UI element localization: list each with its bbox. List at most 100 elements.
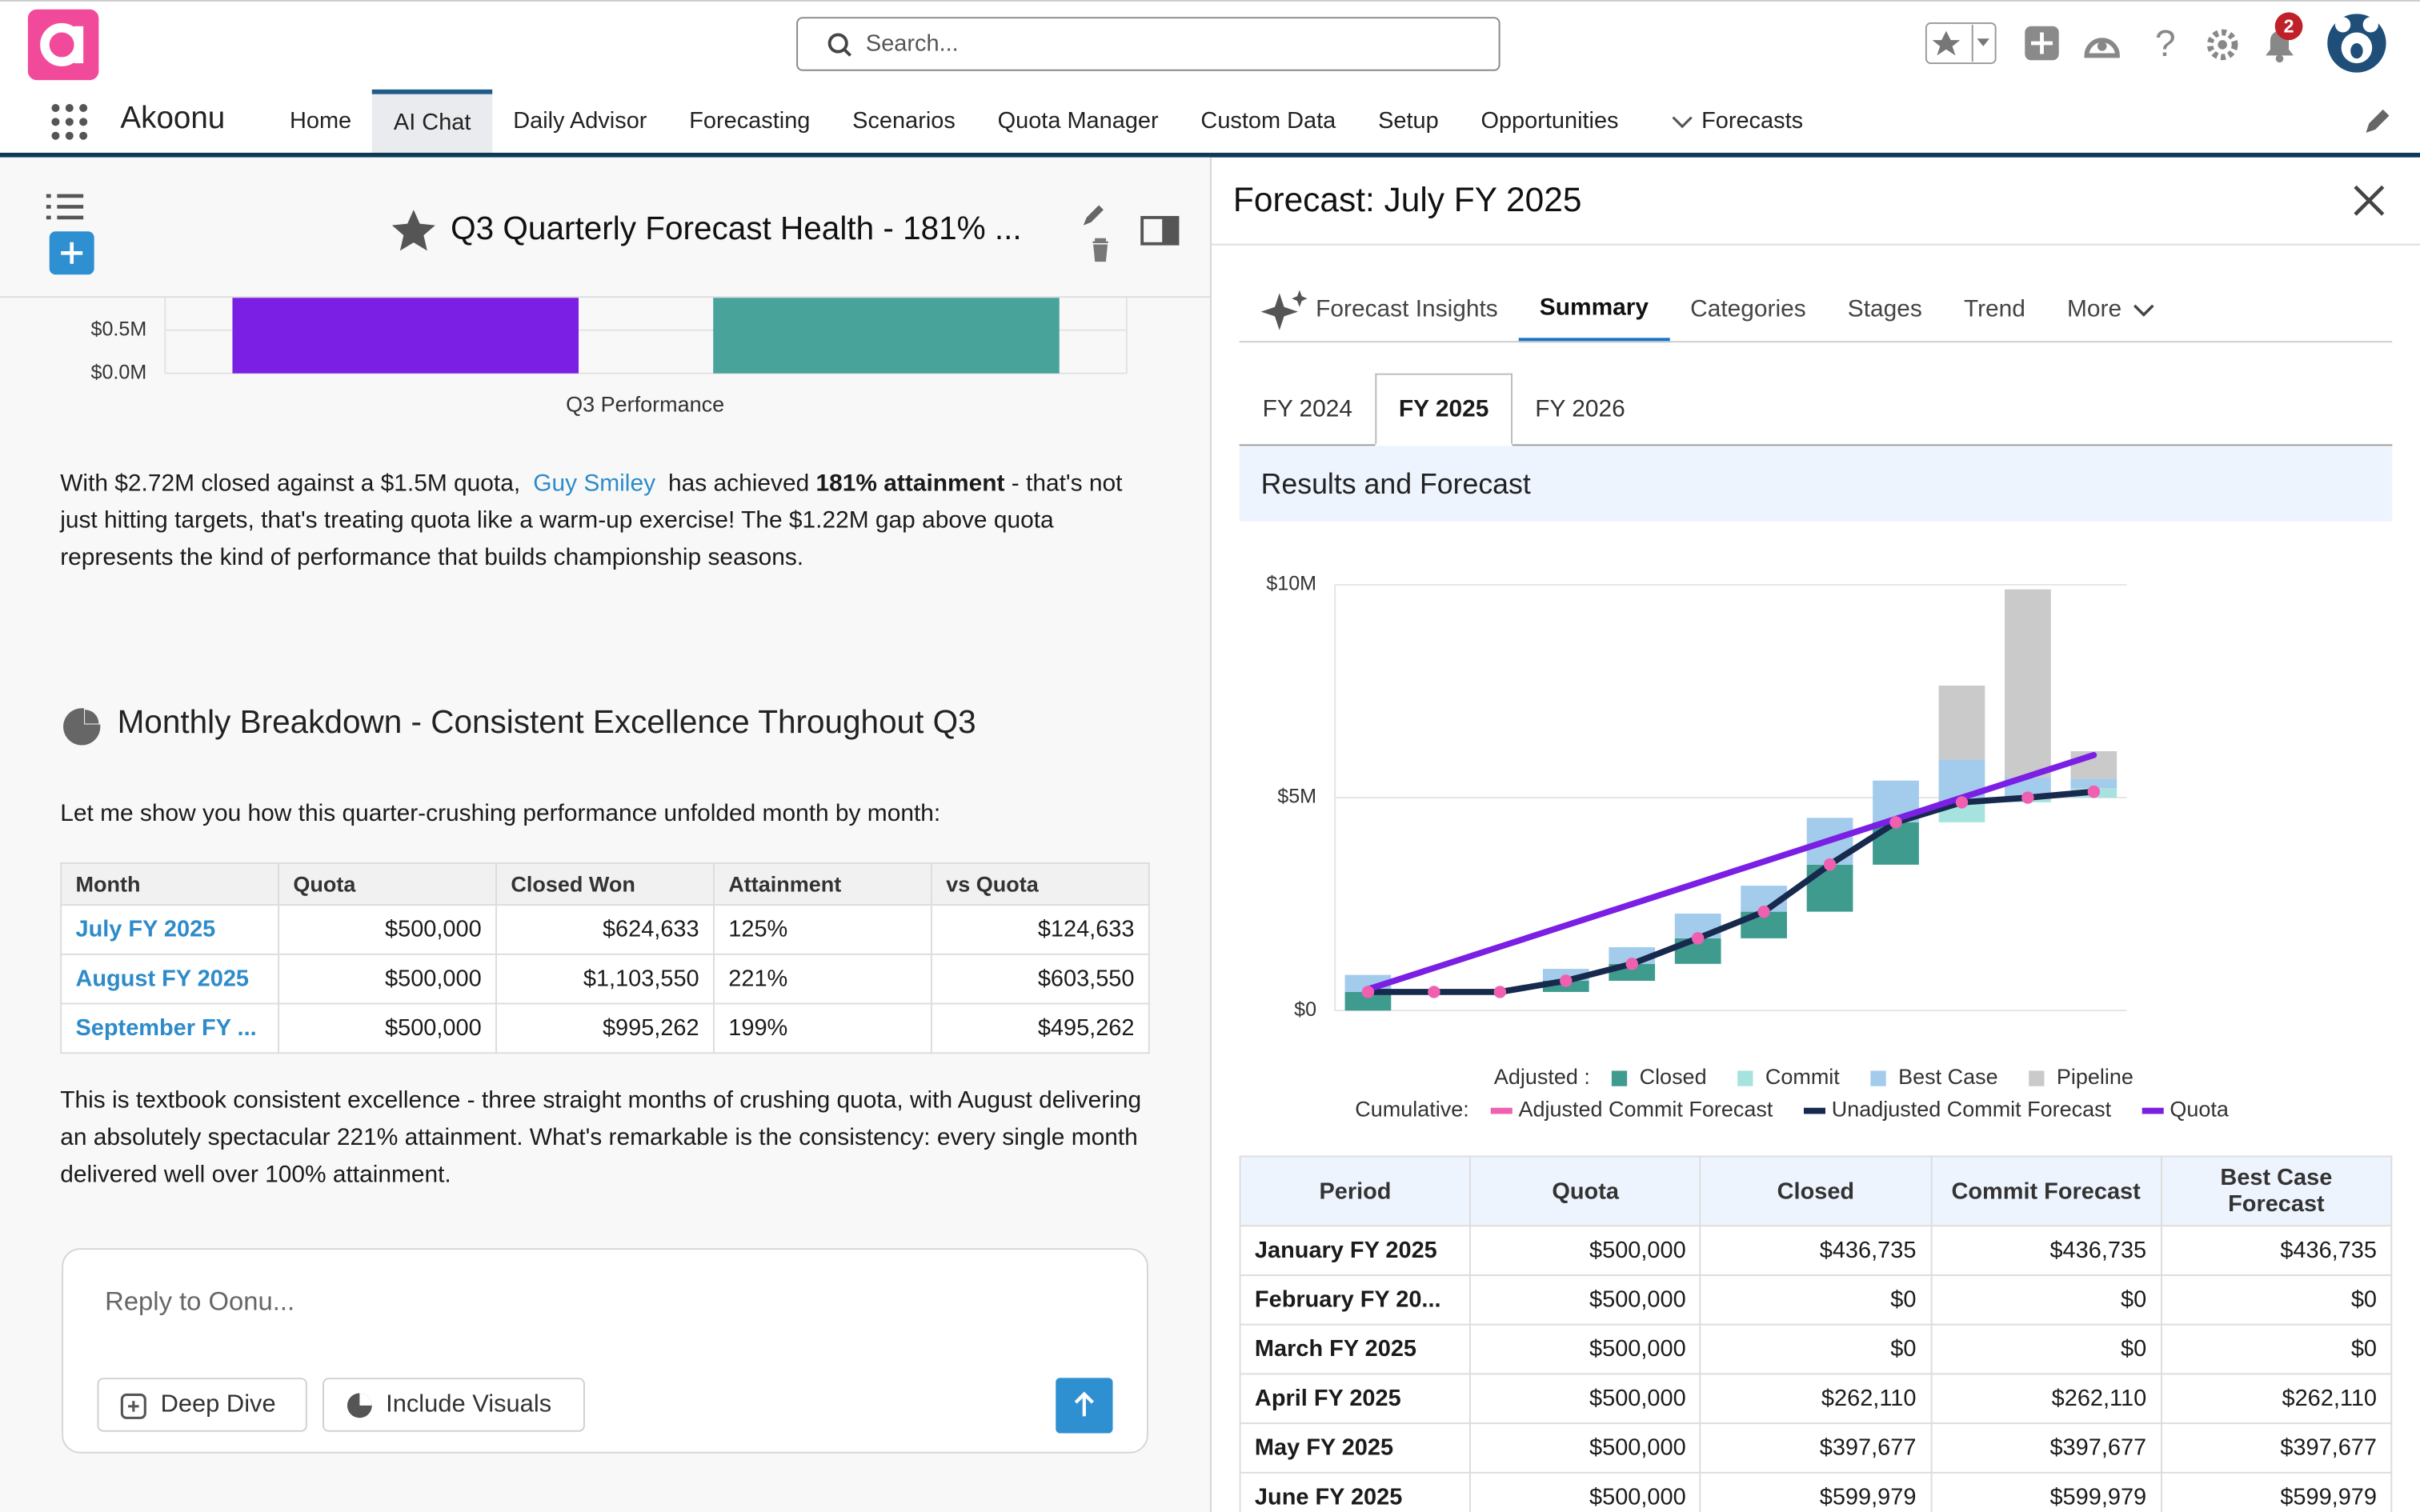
nav-tab[interactable]: Home: [289, 107, 352, 134]
bar-segment: [1344, 991, 1392, 1011]
bar-segment: [2005, 589, 2051, 778]
user-link[interactable]: Guy Smiley: [533, 470, 656, 497]
chat-menu[interactable]: [43, 191, 98, 278]
close-button[interactable]: [2350, 182, 2387, 219]
cell: $1,103,550: [495, 953, 715, 1005]
column-header: vs Quota: [930, 862, 1150, 906]
table-row: June FY 2025 $500,000 $599,979 $599,979 $599…: [1239, 1471, 2393, 1512]
nav-tab[interactable]: Forecasting: [689, 107, 811, 134]
nav-tab[interactable]: Opportunities: [1480, 107, 1619, 134]
legend-entry: Commit: [1765, 1065, 1840, 1089]
cell: $262,110: [1929, 1373, 2162, 1425]
y-tick-label: $0.0M: [91, 361, 147, 383]
point: [1823, 858, 1837, 871]
forecast-tab[interactable]: Forecast Insights: [1240, 278, 1519, 342]
nav-tab[interactable]: AI Chat: [372, 89, 492, 154]
cell: $500,000: [1469, 1225, 1702, 1276]
text: With $2.72M closed against a $1.5M quota…: [60, 470, 527, 497]
nav-border: [0, 152, 2420, 158]
tab-label: Categories: [1690, 296, 1806, 323]
table-row: February FY 20... $500,000 $0 $0 $0: [1239, 1274, 2393, 1326]
row-label: January FY 2025: [1239, 1225, 1472, 1276]
reply-placeholder[interactable]: Reply to Oonu...: [105, 1286, 295, 1317]
forecast-tab[interactable]: Summary: [1518, 278, 1670, 343]
forecast-chart: $0 $5M $10M Adjusted : Closed Commit Best Case…: [1266, 573, 2229, 1122]
table-row: July FY 2025 $500,000 $624,633 125% $124,633: [60, 904, 1150, 955]
cell: $436,735: [2160, 1225, 2393, 1276]
legend-entry: Pipeline: [2057, 1065, 2134, 1089]
include-visuals-button[interactable]: Include Visuals: [323, 1378, 585, 1432]
header-row: Month Quota Closed Won Attainment vs Quota: [60, 862, 1150, 906]
visuals-icon: [347, 1392, 372, 1418]
nav-tab[interactable]: Forecasts: [1701, 107, 1804, 134]
y-tick-label: $5M: [1277, 786, 1316, 808]
nav-tab[interactable]: Quota Manager: [997, 107, 1159, 134]
column-header: Commit Forecast: [1929, 1155, 2162, 1227]
tab-label: Trend: [1963, 296, 2025, 323]
forecast-tabs: Forecast Insights Summary Categories Stages…: [1240, 278, 2180, 343]
cell: $397,677: [1700, 1422, 1932, 1474]
chat-title: Q3 Quarterly Forecast Health - 181% ...: [451, 211, 1022, 247]
app-launcher[interactable]: [50, 102, 90, 142]
legend-label: Cumulative:: [1355, 1098, 1468, 1122]
row-label[interactable]: September FY ...: [60, 1002, 280, 1054]
row-label: March FY 2025: [1239, 1323, 1472, 1375]
bar-segment: [1806, 864, 1853, 912]
edit-nav[interactable]: [2362, 108, 2393, 139]
cell: $500,000: [278, 904, 497, 955]
chat-header-border: [0, 296, 1210, 298]
chat-actions[interactable]: [1077, 201, 1185, 266]
y-tick-label: $0.5M: [91, 318, 147, 340]
forecast-tab[interactable]: More: [2046, 278, 2179, 342]
nav-tab[interactable]: Custom Data: [1200, 107, 1336, 134]
table-row: January FY 2025 $500,000 $436,735 $436,735 $…: [1239, 1225, 2393, 1276]
cell: $262,110: [1700, 1373, 1932, 1425]
button-label: Deep Dive: [160, 1390, 276, 1418]
point: [1560, 974, 1573, 987]
text: has achieved: [661, 470, 816, 497]
cell: $0: [1700, 1274, 1932, 1326]
search-box[interactable]: Search...: [796, 17, 1500, 71]
nav-tab[interactable]: Setup: [1378, 107, 1439, 134]
row-label[interactable]: July FY 2025: [60, 904, 280, 955]
legend-swatch: [1870, 1070, 1886, 1086]
nav-tab[interactable]: Scenarios: [852, 107, 956, 134]
forecast-tab[interactable]: Categories: [1669, 278, 1827, 342]
cell: $436,735: [1929, 1225, 2162, 1276]
legend-swatch: [1737, 1070, 1753, 1086]
year-rule: [1239, 444, 2393, 446]
row-label: June FY 2025: [1239, 1471, 1472, 1512]
plot: $0.0M $0.5M: [91, 298, 1128, 383]
forecast-table: Period Quota Closed Commit Forecast Best Cas…: [1239, 1155, 2393, 1512]
year-tab[interactable]: FY 2024: [1262, 396, 1353, 423]
legend-entry: Best Case: [1898, 1065, 1997, 1089]
row-label: May FY 2025: [1239, 1422, 1472, 1474]
forecast-tab[interactable]: Stages: [1827, 278, 1943, 342]
row-label[interactable]: August FY 2025: [60, 953, 280, 1005]
cell: $603,550: [930, 953, 1150, 1005]
cell: $500,000: [278, 953, 497, 1005]
favorite-star[interactable]: [391, 208, 435, 251]
year-tab[interactable]: FY 2026: [1535, 396, 1625, 423]
closing-paragraph: This is textbook consistent excellence -…: [60, 1087, 1142, 1188]
cell: $397,677: [1929, 1422, 2162, 1474]
logo[interactable]: [27, 9, 99, 81]
cell: 199%: [712, 1002, 932, 1054]
panel-divider: [1209, 157, 1212, 1512]
panel-header-border: [1211, 243, 2420, 246]
send-button[interactable]: [1056, 1378, 1113, 1434]
year-tab[interactable]: FY 2025: [1375, 373, 1512, 446]
column-header: Month: [60, 862, 280, 906]
cell: $599,979: [2160, 1471, 2393, 1512]
cell: $500,000: [1469, 1373, 1702, 1425]
section-heading: Monthly Breakdown - Consistent Excellenc…: [117, 705, 976, 741]
deep-dive-button[interactable]: Deep Dive: [97, 1378, 307, 1432]
cell: $397,677: [2160, 1422, 2393, 1474]
bar-segment: [1873, 822, 1919, 865]
forecast-tab[interactable]: Trend: [1943, 278, 2046, 342]
nav-tab[interactable]: Daily Advisor: [513, 107, 647, 134]
row-label: April FY 2025: [1239, 1373, 1472, 1425]
